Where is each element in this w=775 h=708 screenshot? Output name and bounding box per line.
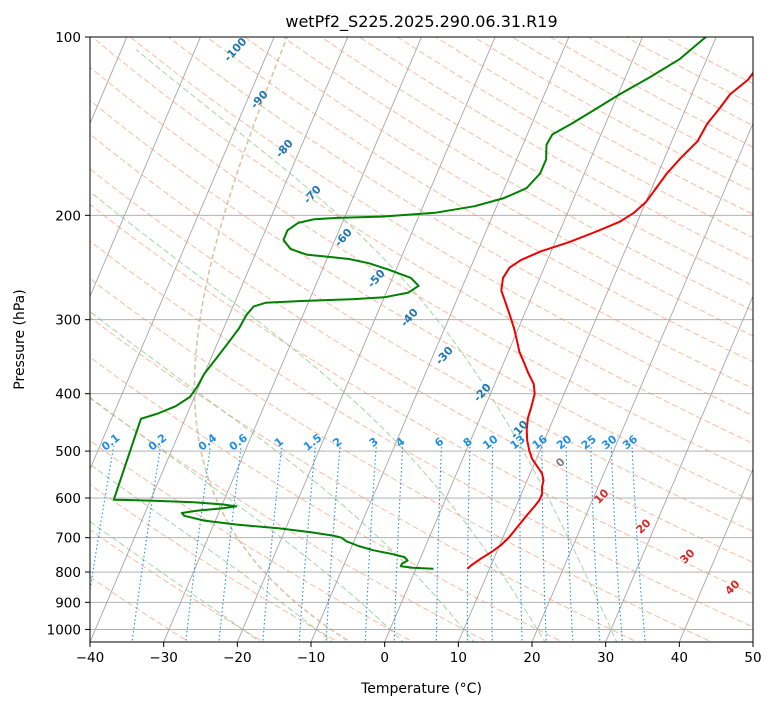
x-tick-label: 40 [671,650,688,666]
x-tick-label: −20 [223,650,252,666]
dry-adiabat [244,37,753,337]
y-tick-label: 900 [55,595,81,611]
mixing-ratio-line [590,445,601,642]
y-axis-label: Pressure (hPa) [12,289,28,389]
isotherm-line [90,37,275,471]
sounding-series [112,37,753,570]
y-tick-label: 700 [55,531,81,547]
mixing-ratio-line [565,445,574,642]
dry-adiabat [91,37,753,445]
mixing-ratio-line [631,445,646,642]
mixing-ratio-line [490,445,494,642]
mixing-ratio-line [262,445,283,642]
reference-lines [90,37,753,642]
dry-adiabat [90,133,753,533]
x-axis-label: Temperature (°C) [360,681,482,697]
y-tick-label: 1000 [47,622,81,638]
dry-adiabat [90,203,753,595]
x-tick-label: −30 [149,650,178,666]
isotherm-line [163,37,422,642]
isotherm-line [236,37,496,642]
y-tick-label: 300 [55,313,81,329]
x-tick-label: −40 [76,650,105,666]
mixing-ratio-line [466,445,471,642]
x-tick-label: 30 [597,650,614,666]
mixing-ratio-line [393,445,404,642]
mixing-ratio-line [218,445,242,642]
dry-adiabat [129,37,753,417]
isotherm-line [531,122,753,642]
isotherm-line [457,37,717,642]
dry-adiabat [90,168,753,563]
mixing-ratio-line [185,445,211,642]
mixing-ratio-line [364,445,377,642]
mixing-ratio-line [435,445,443,642]
plot-background [90,37,753,642]
y-tick-label: 500 [55,444,81,460]
temperature-profile [466,71,753,570]
y-tick-label: 800 [55,565,81,581]
y-tick-label: 400 [55,387,81,403]
dry-adiabat [90,99,753,502]
plot-frame [89,36,754,643]
y-tick-label: 600 [55,491,81,507]
mixing-ratio-line [298,445,316,642]
dry-adiabat [90,316,639,642]
mixing-ratio-line [325,445,341,642]
mixing-ratio-line [610,445,623,642]
isotherm-line [605,295,753,642]
x-tick-label: 10 [450,650,467,666]
x-tick-label: 20 [523,650,540,666]
x-tick-label: 0 [380,650,389,666]
mixing-ratio-line [131,445,162,642]
y-tick-label: 200 [55,208,81,224]
isotherm-line [90,37,201,298]
isotherm-line [678,467,753,642]
isotherm-line [90,37,349,642]
x-tick-label: −10 [297,650,326,666]
y-tick-label: 100 [55,30,81,46]
dry-adiabat [320,37,753,287]
moist-adiabat [90,396,404,642]
x-tick-label: 50 [744,650,761,666]
mixing-ratio-line [519,445,523,642]
chart-title: wetPf2_S225.2025.290.06.31.R19 [285,12,557,32]
axes: −40 −30 −20 −10 0 10 20 30 40 50 1000 900 800 700 600 5… [47,30,762,666]
isotherm-line [310,37,570,642]
dewpoint-profile [112,37,707,570]
dry-adiabat [90,66,753,473]
